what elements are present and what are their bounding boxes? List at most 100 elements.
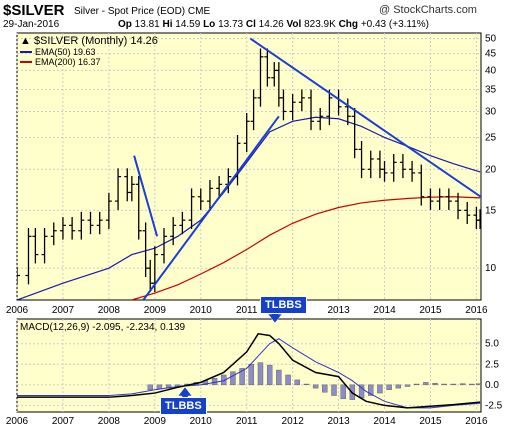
macd-histogram-bar: [248, 364, 254, 386]
macd-x-tick-label: 2016: [465, 416, 488, 427]
price-bar: [289, 93, 296, 121]
price-bar: [206, 180, 213, 210]
price-bar: [78, 211, 85, 240]
legend-price: ▲ $SILVER (Monthly) 14.26: [20, 35, 158, 47]
price-bar: [257, 48, 264, 107]
macd-histogram-bar: [377, 384, 383, 394]
price-bar: [344, 98, 351, 126]
price-y-tick-label: 40: [485, 65, 497, 76]
trendline: [133, 155, 159, 237]
price-bar: [69, 217, 76, 240]
macd-histogram-bar: [395, 384, 402, 389]
price-bar: [317, 107, 324, 131]
price-bar: [367, 150, 374, 179]
price-bar: [280, 89, 287, 121]
price-y-tick-label: 35: [485, 84, 497, 95]
macd-histogram-bar: [368, 384, 374, 396]
macd-histogram-bar: [469, 383, 475, 386]
macd-y-tick-label: 5.0: [485, 339, 499, 350]
macd-histogram-bar: [423, 382, 429, 386]
price-bar: [250, 89, 257, 131]
price-bar: [455, 192, 462, 220]
price-x-tick-label: 2010: [190, 305, 213, 316]
trendline: [249, 37, 481, 199]
macd-histogram-bar: [432, 382, 438, 386]
price-x-tick-label: 2013: [327, 305, 350, 316]
macd-histogram-bar: [294, 379, 300, 386]
price-panel: [16, 32, 482, 301]
macd-histogram-bar: [322, 384, 328, 393]
macd-histogram-bar: [413, 383, 420, 386]
price-bar: [197, 188, 204, 210]
legend-ema200: EMA(200) 16.37: [35, 57, 101, 67]
macd-histogram-bar: [239, 368, 245, 386]
price-x-tick-label: 2006: [6, 305, 29, 316]
price-bar: [135, 176, 142, 240]
chg-value: +0.43 (+3.11%): [360, 19, 430, 30]
macd-histogram-bar: [147, 384, 153, 390]
ohlc-readout: Op 13.81 Hi 14.59 Lo 13.73 Cl 14.26 Vol …: [118, 19, 429, 30]
low-value: 13.73: [218, 19, 244, 30]
price-bar: [170, 217, 177, 246]
price-bar: [105, 192, 112, 230]
price-y-tick-label: 10: [485, 263, 497, 274]
low-label: Lo: [203, 19, 216, 30]
macd-x-tick-label: 2013: [327, 416, 350, 427]
price-x-tick-label: 2009: [144, 305, 167, 316]
macd-histogram-bar: [386, 384, 392, 390]
price-bar: [445, 188, 452, 210]
tlbbs-callout-bottom: TLBBS: [160, 397, 207, 415]
macd-line: [17, 333, 481, 409]
price-bar: [96, 211, 103, 235]
price-bar: [216, 176, 223, 198]
price-bar: [41, 228, 48, 264]
price-bar: [59, 217, 66, 240]
price-bar: [308, 89, 315, 131]
chart-symbol: $SILVER: [3, 2, 65, 19]
price-bar: [128, 176, 135, 202]
chart-subtitle: Silver - Spot Price (EOD) CME: [74, 6, 210, 17]
macd-histogram-bar: [476, 383, 481, 386]
macd-x-tick-label: 2007: [52, 416, 75, 427]
chart-date: 29-Jan-2016: [3, 19, 60, 30]
macd-histogram-bar: [285, 374, 291, 386]
price-bar: [399, 154, 406, 179]
price-bar: [409, 160, 416, 182]
price-bar: [351, 107, 358, 159]
price-bar: [358, 141, 365, 179]
macd-histogram-bar: [459, 383, 466, 386]
macd-x-tick-label: 2015: [419, 416, 442, 427]
macd-histogram-bar: [340, 384, 346, 400]
close-label: Cl: [245, 19, 256, 30]
high-label: Hi: [162, 19, 173, 30]
vol-value: 823.9K: [304, 19, 336, 30]
price-y-tick-label: 25: [485, 132, 497, 143]
price-bar: [390, 154, 397, 182]
price-x-tick-label: 2016: [465, 305, 488, 316]
macd-histogram-bar: [331, 384, 337, 396]
macd-x-tick-label: 2010: [190, 416, 213, 427]
price-bar: [298, 89, 305, 112]
macd-histogram-bar: [230, 371, 236, 386]
macd-plot-area: [17, 333, 481, 409]
price-bar: [418, 164, 425, 206]
price-bar: [264, 48, 271, 87]
price-y-tick-label: 20: [485, 164, 497, 175]
macd-x-tick-label: 2009: [144, 416, 167, 427]
chg-label: Chg: [338, 19, 359, 30]
macd-histogram-bar: [266, 364, 273, 386]
macd-title: MACD(12,26,9) -2.095, -2.234, 0.139: [20, 322, 186, 333]
price-x-tick-label: 2008: [98, 305, 121, 316]
price-y-tick-label: 30: [485, 106, 497, 117]
high-value: 14.59: [175, 19, 201, 30]
ema200-line: [131, 196, 481, 300]
price-bar: [50, 222, 57, 246]
price-bar: [381, 160, 388, 182]
macd-histogram-bar: [441, 383, 447, 386]
price-bar: [464, 202, 471, 224]
macd-histogram-bar: [211, 378, 218, 386]
price-bar: [188, 188, 195, 230]
macd-histogram-bar: [404, 384, 411, 387]
open-label: Op: [118, 19, 132, 30]
